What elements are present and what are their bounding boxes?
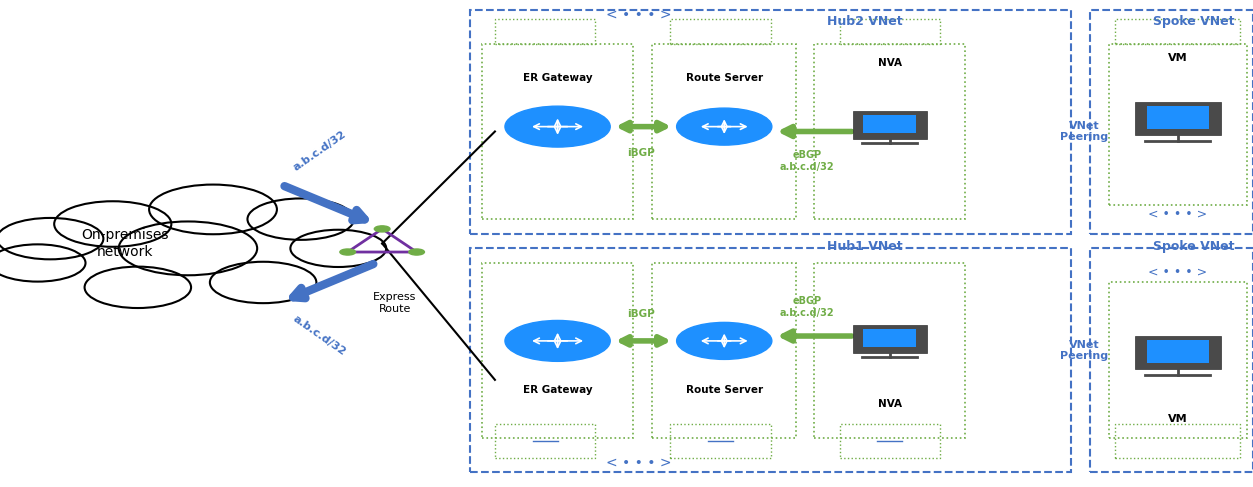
Text: eBGP
a.b.c.d/32: eBGP a.b.c.d/32 — [779, 150, 834, 171]
Text: ER Gateway: ER Gateway — [523, 73, 593, 83]
FancyBboxPatch shape — [1134, 336, 1220, 369]
Circle shape — [149, 185, 277, 234]
Text: < • • • >: < • • • > — [606, 8, 672, 21]
Circle shape — [247, 199, 353, 240]
Circle shape — [408, 249, 425, 255]
FancyBboxPatch shape — [1146, 340, 1209, 363]
Text: VM: VM — [1168, 414, 1188, 424]
FancyBboxPatch shape — [863, 329, 916, 347]
Text: VM: VM — [1168, 54, 1188, 63]
Text: < • • • >: < • • • > — [1148, 208, 1208, 221]
Text: Hub1 VNet: Hub1 VNet — [827, 240, 902, 253]
Text: eBGP
a.b.c.d/32: eBGP a.b.c.d/32 — [779, 296, 834, 318]
Text: On-premises
network: On-premises network — [81, 228, 169, 259]
FancyBboxPatch shape — [852, 325, 926, 353]
Text: Express
Route: Express Route — [373, 292, 416, 314]
Circle shape — [0, 244, 85, 281]
Text: Spoke VNet: Spoke VNet — [1153, 240, 1234, 253]
Text: iBGP: iBGP — [626, 149, 655, 158]
Text: Route Server: Route Server — [685, 73, 763, 83]
Text: iBGP: iBGP — [626, 309, 655, 319]
Circle shape — [291, 230, 386, 267]
Text: VNet
Peering: VNet Peering — [1060, 340, 1108, 361]
Circle shape — [677, 108, 772, 145]
Text: Route Server: Route Server — [685, 385, 763, 394]
Text: a.b.c.d/32: a.b.c.d/32 — [291, 129, 348, 173]
Circle shape — [119, 222, 257, 275]
Text: VNet
Peering: VNet Peering — [1060, 121, 1108, 142]
Circle shape — [505, 106, 610, 147]
Circle shape — [54, 201, 172, 247]
Text: a.b.c.d/32: a.b.c.d/32 — [291, 314, 348, 358]
Text: NVA: NVA — [877, 399, 902, 409]
Text: Spoke VNet: Spoke VNet — [1153, 15, 1234, 28]
Text: ER Gateway: ER Gateway — [523, 385, 593, 394]
Circle shape — [505, 320, 610, 361]
Circle shape — [84, 267, 190, 308]
Text: Hub2 VNet: Hub2 VNet — [827, 15, 902, 28]
Circle shape — [0, 218, 103, 259]
FancyBboxPatch shape — [863, 115, 916, 133]
Circle shape — [340, 249, 356, 255]
FancyBboxPatch shape — [1134, 102, 1220, 135]
Circle shape — [211, 262, 316, 303]
Circle shape — [677, 322, 772, 359]
Text: NVA: NVA — [877, 58, 902, 68]
FancyBboxPatch shape — [1146, 106, 1209, 129]
Circle shape — [375, 226, 390, 232]
Text: < • • • >: < • • • > — [1148, 266, 1208, 279]
Text: < • • • >: < • • • > — [606, 456, 672, 469]
FancyBboxPatch shape — [852, 111, 926, 138]
